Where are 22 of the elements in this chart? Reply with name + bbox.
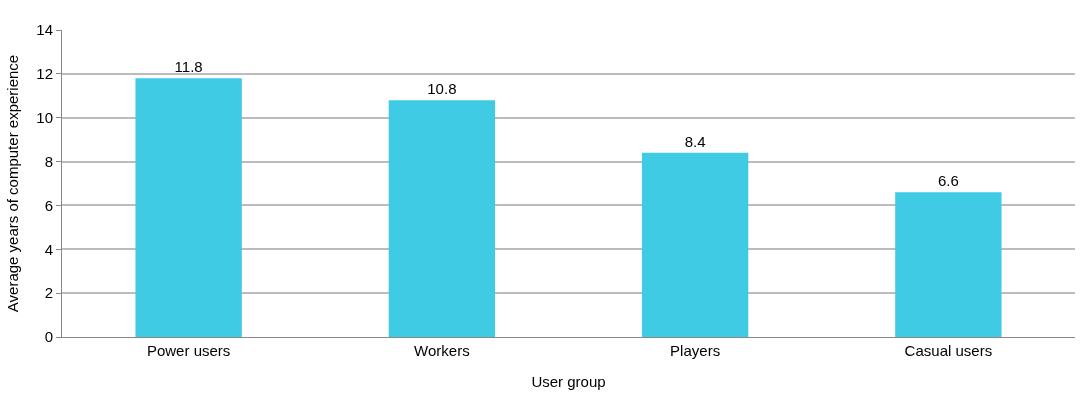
x-tick-label: Players [670,342,721,359]
bar [135,78,242,337]
y-axis-title: Average years of computer experience [3,54,21,313]
x-axis-title: User group [531,373,606,390]
y-tick-label: 8 [44,152,53,170]
bar [895,192,1002,337]
data-label: 11.8 [174,58,203,76]
x-tick-label: Workers [414,342,470,359]
y-tick-label: 6 [44,196,53,214]
y-tick-label: 4 [44,240,53,258]
data-label: 8.4 [684,132,706,150]
y-tick-label: 0 [44,328,53,346]
x-tick-label: Power users [146,342,231,359]
y-tick-label: 2 [44,284,53,302]
y-tick-label: 12 [36,65,53,83]
bar [641,152,749,337]
data-label: 6.6 [937,172,959,190]
x-tick-label: Casual users [904,342,993,359]
y-tick-label: 10 [36,108,53,126]
bar [388,100,496,337]
data-label: 10.8 [427,80,457,98]
y-tick-label: 14 [36,21,53,39]
